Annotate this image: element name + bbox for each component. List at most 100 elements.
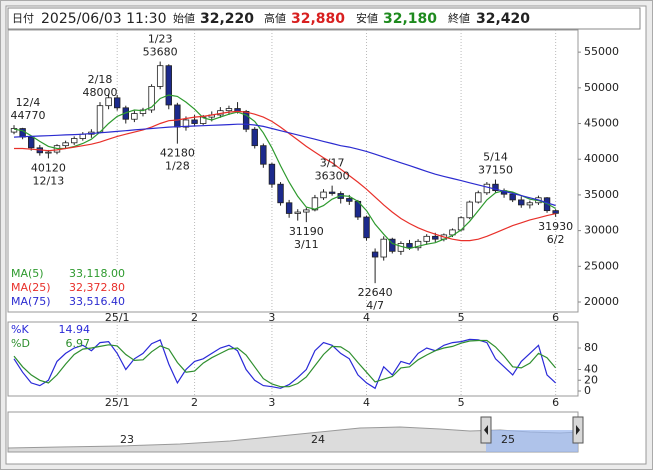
candle-body [414, 240, 422, 249]
x-tick-label: 6 [552, 396, 559, 409]
candle-body [148, 86, 155, 111]
indicator-line [13, 339, 557, 388]
annotation-value: 40120 [31, 161, 66, 174]
annotation-value: 37150 [478, 164, 513, 177]
annotation-date: 6/2 [547, 233, 565, 246]
candle-body [62, 142, 69, 147]
candle-body [131, 113, 138, 120]
candle-body [113, 97, 121, 109]
candle-body [242, 110, 250, 130]
navigator-label: 23 [120, 433, 134, 446]
annotation-value: 22640 [358, 286, 393, 299]
candle-body [96, 105, 104, 133]
annotation-value: 31190 [289, 225, 324, 238]
navigator-label: 25 [501, 433, 515, 446]
x-tick-label: 5 [458, 396, 465, 409]
navigator-label: 24 [311, 433, 325, 446]
candle-body [346, 198, 353, 202]
handle-arrow [576, 425, 580, 435]
legend-box [9, 266, 130, 311]
navigator: 23 24 25 [7, 411, 584, 453]
header-label: 終値 [448, 11, 470, 25]
candle-body [380, 238, 387, 258]
x-tick-label: 2 [191, 311, 198, 324]
y-tick-label: 0 [584, 384, 591, 397]
candle-body [191, 119, 198, 124]
candle-body [432, 235, 439, 240]
header-high: 32,880 [291, 11, 345, 27]
candle-body [518, 199, 525, 206]
candle-body [466, 201, 473, 219]
x-tick-label: 25/1 [105, 311, 130, 324]
candle-body [389, 238, 396, 252]
y-tick-label: 35000 [584, 188, 619, 201]
annotation-date: 1/28 [165, 160, 190, 173]
header-close: 32,420 [476, 11, 530, 27]
candle-body [225, 108, 233, 112]
y-tick-label: 45000 [584, 117, 619, 130]
annotation-value: 36300 [315, 170, 350, 183]
candle-body [139, 109, 147, 114]
header-label: 高値 [264, 11, 286, 25]
candle-body [406, 243, 413, 249]
y-tick-label: 55000 [584, 45, 619, 58]
x-tick-label: 4 [363, 396, 370, 409]
header-label: 始値 [173, 11, 195, 25]
annotation-value: 53680 [143, 46, 178, 59]
candle-body [105, 97, 112, 107]
legend-value: 33,118.00 [69, 267, 125, 280]
x-tick-label: 3 [268, 311, 275, 324]
annotation-date: 3/11 [294, 238, 319, 251]
header-datetime: 2025/06/03 11:30 [41, 11, 167, 27]
navigator-selection[interactable] [486, 430, 578, 452]
candle-body [268, 163, 276, 185]
annotation-date: 12/4 [16, 96, 41, 109]
legend-value: 6.97 [66, 337, 91, 350]
candle-body [285, 202, 293, 214]
legend-name: %D [11, 337, 30, 350]
annotation-date: 5/14 [483, 151, 508, 164]
candle-body [509, 193, 516, 201]
moving-average [13, 94, 556, 250]
candle-body [526, 202, 534, 206]
header-label: 安値 [356, 11, 378, 25]
y-tick-label: 40000 [584, 152, 619, 165]
legend-value: 14.94 [59, 323, 91, 336]
annotation-date: 3/17 [320, 157, 345, 170]
candle-body [311, 197, 319, 211]
candle-body [45, 151, 52, 154]
header-label: 日付 [12, 12, 34, 25]
y-tick-label: 50000 [584, 81, 619, 94]
legend-value: 32,372.80 [69, 281, 125, 294]
annotation-value: 42180 [160, 147, 195, 160]
annotation-value: 48000 [82, 86, 117, 99]
handle-arrow [484, 425, 488, 435]
annotation-date: 12/13 [33, 174, 65, 187]
header-low: 32,180 [383, 11, 437, 27]
y-tick-label: 30000 [584, 224, 619, 237]
candle-body [156, 65, 164, 87]
candle-body [251, 128, 258, 147]
annotation-value: 31930 [538, 220, 573, 233]
y-tick-label: 40 [584, 363, 598, 376]
candle-body [165, 65, 172, 106]
annotation-date: 4/7 [366, 299, 384, 312]
legend-name: MA(25) [11, 281, 51, 294]
candle-body [492, 183, 499, 192]
candle-body [303, 209, 310, 213]
x-tick-label: 5 [458, 311, 465, 324]
candle-body [423, 235, 430, 242]
stoch-plot-frame [7, 321, 579, 397]
y-tick-label: 20000 [584, 295, 619, 308]
header-box [7, 7, 641, 30]
legend-value: 33,516.40 [69, 295, 125, 308]
legend-name: %K [11, 323, 29, 336]
legend-name: MA(75) [11, 295, 51, 308]
candle-body [483, 183, 491, 194]
x-tick-label: 4 [363, 311, 370, 324]
candle-body [277, 183, 284, 204]
candle-body [294, 211, 301, 214]
candle-body [182, 119, 190, 128]
legend-name: MA(5) [11, 267, 44, 280]
candle-body [174, 104, 181, 128]
